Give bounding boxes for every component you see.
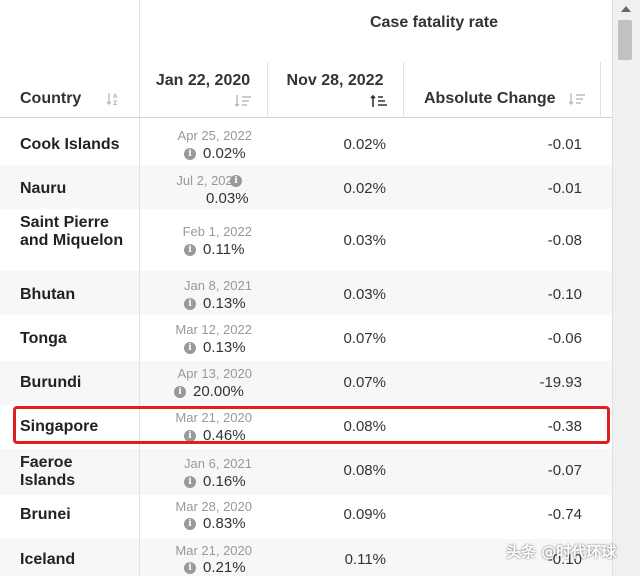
abs-change: -0.06 (547, 330, 582, 347)
abs-change: -0.01 (547, 180, 582, 197)
sort-desc-icon[interactable] (234, 94, 252, 108)
table-row[interactable]: Tonga Mar 12, 2022 i 0.13% 0.07% -0.06 (0, 315, 612, 361)
nov-value: 0.03% (343, 286, 386, 303)
jan-value: i 0.13% (184, 295, 246, 312)
nov-value: 0.02% (343, 180, 386, 197)
sort-desc-icon[interactable] (568, 92, 586, 106)
country-name: Cook Islands (20, 136, 120, 153)
table-row[interactable]: Brunei Mar 28, 2020 i 0.83% 0.09% -0.74 (0, 495, 612, 539)
info-icon[interactable]: i (174, 385, 186, 398)
date-label: Jan 6, 2021 (184, 456, 252, 471)
date-label: Mar 21, 2020 (175, 410, 252, 425)
column-header-label: Country (20, 90, 82, 107)
abs-change: -0.38 (547, 418, 582, 435)
abs-change: -0.08 (547, 232, 582, 249)
info-icon[interactable]: i (184, 561, 196, 574)
nov-value: 0.09% (343, 506, 386, 523)
scroll-up-arrow-icon[interactable] (621, 6, 631, 12)
table-row[interactable]: Faeroe Islands Jan 6, 2021 i 0.16% 0.08% … (0, 449, 612, 495)
svg-text:Z: Z (113, 100, 118, 106)
jan-value: i 0.21% (184, 559, 246, 576)
column-header-nov[interactable]: Nov 28, 2022 (268, 72, 402, 110)
country-name: Saint Pierre and Miquelon (20, 214, 124, 249)
abs-change: -0.10 (547, 551, 582, 568)
country-name: Nauru (20, 180, 67, 197)
vertical-scrollbar[interactable] (612, 0, 640, 576)
country-name: Burundi (20, 374, 82, 391)
table-row[interactable]: Bhutan Jan 8, 2021 i 0.13% 0.03% -0.10 (0, 271, 612, 315)
info-icon[interactable]: i (184, 341, 196, 354)
scroll-thumb[interactable] (618, 20, 632, 60)
nov-value: 0.07% (343, 330, 386, 347)
jan-value: 0.03% (206, 190, 249, 207)
table-row[interactable]: Cook Islands Apr 25, 2022 i 0.02% 0.02% -… (0, 119, 612, 165)
sort-asc-active-icon[interactable] (370, 94, 388, 108)
nov-value: 0.08% (343, 418, 386, 435)
abs-change: -0.07 (547, 462, 582, 479)
country-name: Faeroe Islands (20, 454, 76, 489)
info-icon[interactable]: i (184, 517, 196, 530)
jan-value: i 0.02% (184, 145, 246, 162)
table-row[interactable]: Iceland Mar 21, 2020 i 0.21% 0.11% -0.10 (0, 539, 612, 576)
info-icon[interactable]: i (184, 243, 196, 256)
column-header-label: Nov 28, 2022 (286, 72, 384, 89)
date-label: Apr 13, 2020 (177, 366, 252, 381)
column-header-jan[interactable]: Jan 22, 2020 (140, 72, 266, 110)
country-name: Brunei (20, 506, 71, 523)
info-icon[interactable]: i (184, 429, 196, 442)
watermark: 头条 @时代环球 (506, 543, 617, 561)
country-name: Bhutan (20, 286, 76, 303)
nov-value: 0.07% (343, 374, 386, 391)
column-header-abs[interactable]: Absolute Change (424, 90, 586, 108)
column-header-label: Jan 22, 2020 (155, 72, 251, 89)
jan-value: i 0.83% (184, 515, 246, 532)
nov-value: 0.03% (343, 232, 386, 249)
date-label: Mar 21, 2020 (175, 543, 252, 558)
nov-value: 0.08% (343, 462, 386, 479)
table-row[interactable]: Nauru Jul 2, 2022 i 0.03% 0.02% -0.01 (0, 165, 612, 209)
date-label: Mar 12, 2022 (175, 322, 252, 337)
abs-change: -19.93 (539, 374, 582, 391)
abs-change: -0.01 (547, 136, 582, 153)
country-name: Singapore (20, 418, 99, 435)
date-label: Apr 25, 2022 (177, 128, 252, 143)
table-row[interactable]: Burundi Apr 13, 2020 i 20.00% 0.07% -19.9… (0, 361, 612, 405)
nov-value: 0.02% (343, 136, 386, 153)
jan-value: i 20.00% (174, 383, 244, 400)
info-icon[interactable]: i (230, 175, 242, 187)
abs-change: -0.74 (547, 506, 582, 523)
date-label: Feb 1, 2022 (182, 224, 252, 239)
info-icon[interactable]: i (184, 147, 196, 160)
table-row[interactable]: Singapore Mar 21, 2020 i 0.46% 0.08% -0.3… (0, 405, 612, 449)
jan-value: i 0.13% (184, 339, 246, 356)
jan-value: i 0.46% (184, 427, 246, 444)
date-label: Jul 2, 2022 (176, 173, 240, 188)
column-header-label: Absolute Change (424, 90, 556, 107)
svg-text:A: A (113, 93, 118, 100)
group-title: Case fatality rate (369, 14, 499, 31)
jan-value: i 0.16% (184, 473, 246, 490)
date-label: Mar 28, 2020 (175, 499, 252, 514)
nov-value: 0.11% (344, 551, 386, 568)
info-icon[interactable]: i (184, 475, 196, 488)
country-name: Tonga (20, 330, 67, 347)
country-name: Iceland (20, 551, 76, 568)
date-label: Jan 8, 2021 (184, 278, 252, 293)
info-icon[interactable]: i (184, 297, 196, 310)
jan-value: i 0.11% (184, 241, 244, 258)
abs-change: -0.10 (547, 286, 582, 303)
